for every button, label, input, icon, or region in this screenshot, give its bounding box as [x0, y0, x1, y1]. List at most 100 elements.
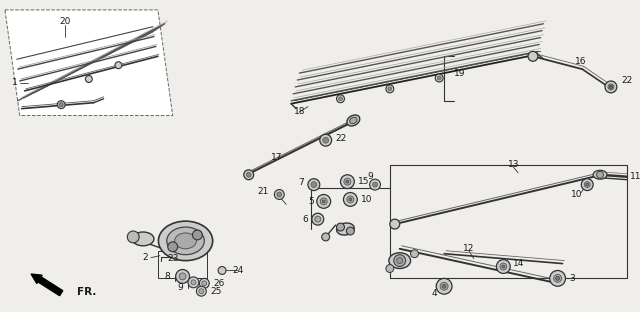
Text: 10: 10 — [571, 190, 582, 199]
Text: 25: 25 — [210, 287, 221, 296]
Circle shape — [411, 250, 419, 258]
Circle shape — [322, 200, 325, 203]
Circle shape — [609, 85, 612, 88]
Circle shape — [311, 182, 317, 188]
Circle shape — [188, 277, 199, 288]
Circle shape — [196, 286, 206, 296]
Circle shape — [57, 101, 65, 109]
Circle shape — [550, 271, 566, 286]
Ellipse shape — [337, 223, 354, 235]
Text: 3: 3 — [570, 274, 575, 283]
Circle shape — [322, 233, 330, 241]
Circle shape — [556, 276, 559, 280]
Text: 23: 23 — [168, 254, 179, 263]
Circle shape — [344, 193, 357, 206]
Circle shape — [388, 87, 392, 91]
Circle shape — [337, 223, 344, 231]
Circle shape — [193, 230, 202, 240]
Ellipse shape — [132, 232, 154, 246]
Circle shape — [127, 231, 139, 243]
Circle shape — [315, 216, 321, 222]
Circle shape — [436, 278, 452, 294]
Circle shape — [339, 97, 342, 101]
Ellipse shape — [349, 117, 357, 124]
Circle shape — [218, 266, 226, 275]
Text: 6: 6 — [302, 215, 308, 224]
Circle shape — [581, 179, 593, 191]
Circle shape — [320, 198, 327, 205]
Text: 19: 19 — [454, 69, 465, 78]
Text: FR.: FR. — [77, 287, 97, 297]
Circle shape — [340, 175, 355, 188]
Circle shape — [85, 76, 92, 82]
Circle shape — [584, 182, 590, 188]
Circle shape — [390, 219, 400, 229]
Text: 9: 9 — [178, 283, 184, 292]
Text: 20: 20 — [60, 17, 71, 26]
Circle shape — [347, 196, 354, 203]
Circle shape — [200, 278, 209, 288]
Circle shape — [337, 95, 344, 103]
Circle shape — [246, 172, 251, 177]
Circle shape — [277, 192, 282, 197]
Circle shape — [394, 255, 406, 266]
Ellipse shape — [593, 170, 607, 179]
Circle shape — [440, 282, 448, 290]
Text: 14: 14 — [513, 259, 525, 268]
Text: 16: 16 — [575, 57, 587, 66]
Ellipse shape — [389, 253, 411, 269]
Circle shape — [528, 51, 538, 61]
Text: 22: 22 — [335, 134, 347, 143]
Text: 24: 24 — [232, 266, 243, 275]
Text: 4: 4 — [431, 289, 437, 298]
Circle shape — [497, 260, 510, 273]
Text: 15: 15 — [358, 177, 370, 186]
Text: 2: 2 — [143, 253, 148, 262]
Text: 5: 5 — [308, 197, 314, 206]
Circle shape — [202, 281, 207, 286]
Circle shape — [435, 74, 443, 82]
Circle shape — [386, 85, 394, 93]
Circle shape — [115, 62, 122, 69]
Circle shape — [370, 179, 380, 190]
Circle shape — [397, 258, 403, 264]
Text: 13: 13 — [508, 160, 519, 169]
Circle shape — [344, 178, 351, 185]
Circle shape — [442, 284, 446, 288]
Circle shape — [275, 190, 284, 199]
Text: 12: 12 — [463, 244, 474, 253]
Circle shape — [60, 103, 63, 107]
Circle shape — [500, 263, 507, 270]
Circle shape — [179, 273, 186, 280]
Text: 7: 7 — [298, 178, 304, 187]
Text: 8: 8 — [164, 272, 170, 281]
Circle shape — [386, 265, 394, 272]
Circle shape — [175, 270, 189, 283]
FancyArrow shape — [31, 274, 63, 296]
Text: 17: 17 — [271, 154, 283, 163]
Circle shape — [605, 81, 617, 93]
Text: 26: 26 — [213, 279, 225, 288]
Circle shape — [349, 198, 352, 201]
Circle shape — [323, 137, 329, 143]
Circle shape — [372, 182, 378, 187]
Circle shape — [608, 84, 614, 90]
Ellipse shape — [175, 233, 196, 249]
Circle shape — [308, 179, 320, 191]
Bar — [158, 251, 207, 278]
Text: 9: 9 — [367, 172, 373, 181]
Circle shape — [168, 242, 178, 252]
Text: 10: 10 — [361, 195, 372, 204]
Text: 18: 18 — [294, 107, 306, 116]
Ellipse shape — [347, 115, 360, 126]
Text: 11: 11 — [630, 172, 640, 181]
Circle shape — [312, 213, 324, 225]
Ellipse shape — [167, 227, 204, 255]
Circle shape — [502, 265, 505, 268]
Ellipse shape — [159, 221, 212, 261]
Circle shape — [596, 171, 604, 178]
Text: 1: 1 — [12, 78, 18, 87]
Circle shape — [554, 275, 561, 282]
Circle shape — [317, 194, 331, 208]
Text: 21: 21 — [257, 187, 268, 196]
